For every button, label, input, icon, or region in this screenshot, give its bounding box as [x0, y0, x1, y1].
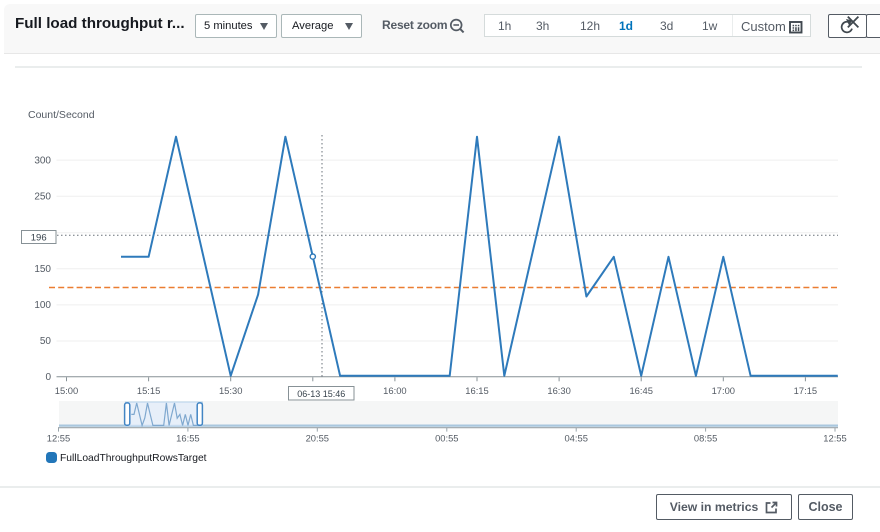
svg-text:12:55: 12:55: [47, 433, 70, 444]
svg-text:196: 196: [31, 233, 47, 244]
svg-text:12:55: 12:55: [823, 433, 846, 444]
svg-text:06-13 15:46: 06-13 15:46: [297, 389, 345, 399]
svg-text:Count/Second: Count/Second: [28, 109, 95, 121]
svg-text:16:15: 16:15: [465, 385, 488, 396]
svg-text:100: 100: [34, 300, 51, 311]
svg-text:00:55: 00:55: [435, 433, 458, 444]
svg-text:16:55: 16:55: [176, 433, 199, 444]
svg-text:16:45: 16:45: [629, 385, 652, 396]
svg-text:17:15: 17:15: [794, 385, 817, 396]
svg-text:15:00: 15:00: [55, 385, 78, 396]
svg-text:50: 50: [40, 336, 52, 347]
svg-text:15:15: 15:15: [137, 385, 160, 396]
svg-text:20:55: 20:55: [306, 433, 329, 444]
svg-text:15:30: 15:30: [219, 385, 242, 396]
svg-text:04:55: 04:55: [564, 433, 587, 444]
svg-text:16:00: 16:00: [383, 385, 406, 396]
svg-text:0: 0: [45, 372, 51, 383]
svg-text:16:30: 16:30: [547, 385, 570, 396]
svg-text:08:55: 08:55: [694, 433, 717, 444]
svg-text:250: 250: [34, 192, 51, 203]
svg-text:150: 150: [34, 264, 51, 275]
svg-text:300: 300: [34, 155, 51, 166]
svg-text:17:00: 17:00: [712, 385, 735, 396]
